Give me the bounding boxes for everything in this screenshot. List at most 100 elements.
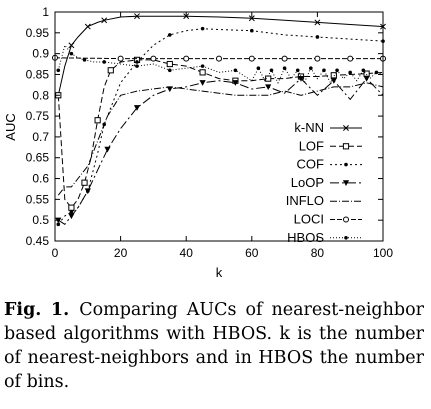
series-line [57,59,384,209]
legend-label: LOF [299,138,324,153]
data-point [135,64,139,68]
data-point [281,55,288,62]
y-tick-label: 0.5 [32,213,49,227]
legend-label: LOCI [294,212,324,227]
legend-entry-lof: LOF [299,138,362,153]
data-point [134,13,140,20]
y-tick-label: 0.95 [26,26,50,40]
legend: k-NN LOF COF LoOP INFLO LOCI HBOS [286,120,362,245]
data-point [361,68,366,73]
figure-caption-text: Comparing AUCs of nearest-neighbor based… [4,300,425,392]
data-point [315,35,320,39]
y-tick-label: 0.45 [26,234,50,248]
series-inflo [57,82,384,196]
x-tick-label: 20 [114,246,128,260]
data-point [69,210,74,214]
data-point [248,55,255,62]
legend-entry-k-nn: k-NN [294,120,362,135]
data-point [166,60,173,68]
y-tick-label: 0.55 [26,192,50,206]
legend-marker [342,180,350,186]
data-point [82,58,87,62]
data-point [309,66,313,71]
y-axis-label: AUC [3,113,18,140]
legend-marker [342,143,350,150]
data-point [84,188,91,195]
data-point [314,55,321,62]
x-tick-label: 0 [52,246,59,260]
y-tick-label: 0.6 [32,172,49,186]
legend-label: LoOP [291,175,324,190]
legend-entry-loci: LOCI [294,212,362,227]
data-point [233,68,238,73]
legend-marker [344,236,348,240]
legend-entry-inflo: INFLO [286,193,362,208]
data-point [101,17,108,24]
data-point [117,55,124,62]
data-point [107,67,114,74]
data-point [374,70,379,75]
data-point [168,33,172,37]
data-point [256,66,261,71]
data-point [166,86,173,93]
axes-layer [54,11,384,242]
legend-marker [344,162,348,167]
x-tick-label: 80 [311,246,325,260]
legend-marker [343,125,349,131]
ticks-layer: 0.45 0.5 0.55 0.6 0.65 0.7 0.75 0.8 0.85 0.9 0.95 1… [26,5,394,260]
legend-label: COF [297,157,325,172]
data-point [347,55,354,62]
y-tick-label: 0.65 [26,151,50,165]
x-tick-label: 100 [373,246,393,260]
y-tick-label: 1 [42,5,49,19]
auc-line-chart: 0.45 0.5 0.55 0.6 0.65 0.7 0.75 0.8 0.85 0.9 0.95 1… [3,5,394,280]
data-point [68,42,75,49]
series-loop [55,76,384,225]
data-point [200,64,205,68]
y-tick-label: 0.9 [32,47,49,61]
data-point [330,72,337,79]
data-point [250,28,254,33]
data-point [282,66,287,71]
data-point [363,76,370,82]
legend-label: INFLO [286,193,324,208]
data-point [330,78,337,84]
plot-frame [54,11,384,242]
series-line [57,15,384,96]
figure-caption: Fig. 1. Comparing AUCs of nearest-neighbo… [4,298,424,394]
data-point [56,222,61,227]
series-line [57,82,384,196]
legend-marker [343,216,349,223]
data-point [133,105,141,111]
legend-label: HBOS [287,230,324,245]
figure-caption-label: Fig. 1. [4,300,70,320]
data-point [183,55,190,62]
data-point [81,179,88,186]
data-point [56,68,61,73]
series-loci [52,54,386,62]
series-line [58,77,384,225]
y-tick-label: 0.8 [32,88,49,102]
data-point [322,68,326,73]
data-point [314,19,321,26]
data-point [84,23,91,30]
data-point [269,68,274,73]
x-tick-label: 60 [245,246,259,260]
data-point [199,69,206,76]
legend-entry-hbos: HBOS [287,230,362,245]
data-point [102,60,106,64]
data-point [104,146,111,153]
data-point [248,15,255,22]
data-point [150,55,157,62]
y-tick-label: 0.7 [32,130,49,144]
y-tick-label: 0.85 [26,67,50,81]
data-point [94,117,101,124]
data-point [216,55,222,62]
data-point [265,84,272,91]
data-point [232,80,239,86]
series-line [57,28,384,225]
data-point [68,204,75,211]
y-tick-label: 0.75 [26,109,50,123]
legend-entry-cof: COF [297,157,362,172]
x-axis-label: k [216,265,223,280]
